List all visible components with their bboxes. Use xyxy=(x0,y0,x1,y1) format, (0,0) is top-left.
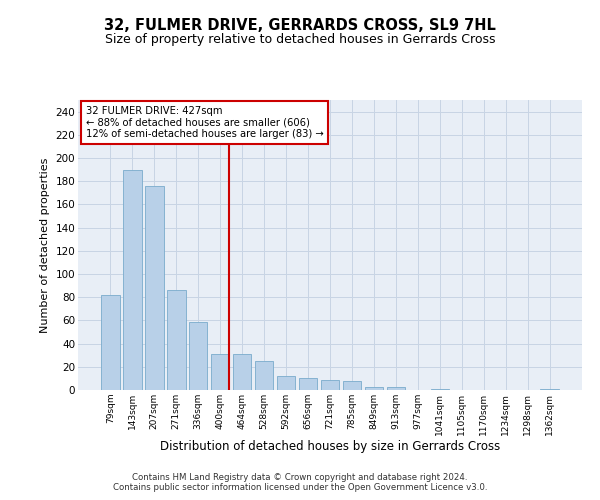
Bar xyxy=(211,354,229,390)
Bar xyxy=(123,170,142,390)
Bar xyxy=(320,380,340,390)
Text: 32 FULMER DRIVE: 427sqm
← 88% of detached houses are smaller (606)
12% of semi-d: 32 FULMER DRIVE: 427sqm ← 88% of detache… xyxy=(86,106,323,139)
Bar xyxy=(277,376,295,390)
Bar xyxy=(343,380,361,390)
Bar xyxy=(233,354,251,390)
Bar xyxy=(541,389,559,390)
Y-axis label: Number of detached properties: Number of detached properties xyxy=(40,158,50,332)
X-axis label: Distribution of detached houses by size in Gerrards Cross: Distribution of detached houses by size … xyxy=(160,440,500,454)
Bar xyxy=(431,389,449,390)
Text: Size of property relative to detached houses in Gerrards Cross: Size of property relative to detached ho… xyxy=(105,32,495,46)
Bar xyxy=(101,295,119,390)
Bar xyxy=(167,290,185,390)
Bar xyxy=(145,186,164,390)
Bar xyxy=(365,386,383,390)
Bar xyxy=(386,386,405,390)
Text: Contains HM Land Registry data © Crown copyright and database right 2024.: Contains HM Land Registry data © Crown c… xyxy=(132,472,468,482)
Bar xyxy=(189,322,208,390)
Bar xyxy=(255,361,274,390)
Bar xyxy=(299,378,317,390)
Text: Contains public sector information licensed under the Open Government Licence v3: Contains public sector information licen… xyxy=(113,484,487,492)
Text: 32, FULMER DRIVE, GERRARDS CROSS, SL9 7HL: 32, FULMER DRIVE, GERRARDS CROSS, SL9 7H… xyxy=(104,18,496,32)
